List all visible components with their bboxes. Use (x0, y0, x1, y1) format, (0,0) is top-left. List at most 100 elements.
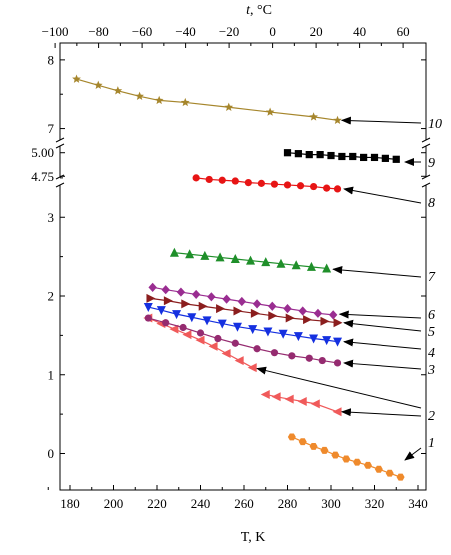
data-point (208, 341, 218, 351)
axis-break-mark (55, 174, 65, 180)
x-tick-label: 280 (278, 496, 298, 511)
data-point (284, 394, 294, 404)
top-tick-label: −80 (88, 24, 108, 39)
data-point (224, 102, 234, 111)
callout-arrow (343, 319, 422, 332)
y-tick-label: 4.75 (31, 169, 54, 184)
x-axis-ticks: 180 200 220 240 260 280 300 320 340 (47, 485, 428, 511)
series-callouts: 10 9 8 7 6 5 4 3 2 1 (256, 116, 442, 461)
data-point (113, 86, 123, 95)
data-point (338, 152, 346, 161)
data-point (244, 179, 252, 187)
series-number-label: 7 (428, 270, 436, 285)
data-point (332, 407, 342, 417)
data-point (370, 153, 379, 162)
data-point (333, 337, 343, 347)
plot-frame (59, 42, 427, 491)
callout-arrow (343, 338, 422, 350)
data-point (268, 301, 277, 311)
data-point (263, 327, 273, 337)
data-point (207, 292, 216, 302)
data-point (234, 356, 244, 366)
data-point (265, 107, 275, 116)
data-point (342, 455, 351, 463)
callout-arrow (332, 266, 422, 278)
data-point (374, 465, 383, 473)
data-point (221, 348, 231, 358)
x-tick-label: 200 (104, 496, 124, 511)
data-point (303, 315, 313, 325)
data-point (196, 329, 205, 337)
data-point (187, 313, 197, 323)
callout-arrow (343, 359, 422, 370)
data-point (154, 95, 164, 105)
series-7 (169, 247, 332, 273)
data-point (333, 115, 342, 125)
data-point (169, 247, 179, 257)
y-tick-label: 3 (48, 210, 55, 225)
data-point (198, 301, 208, 311)
series-number-label: 9 (428, 156, 435, 171)
data-point (162, 319, 170, 327)
axis-break-mark (421, 182, 431, 188)
data-point (385, 469, 394, 477)
axis-break-gap (422, 140, 430, 146)
series-2-b (260, 389, 342, 417)
callout-arrow (343, 186, 422, 204)
data-point (276, 258, 286, 268)
data-point (176, 287, 186, 297)
y-axis-breaks (55, 137, 431, 188)
axis-break-mark (55, 182, 65, 188)
data-point (297, 397, 307, 407)
data-point (310, 399, 320, 409)
callout-arrow (338, 310, 422, 319)
x-tick-label: 240 (191, 496, 211, 511)
data-point (323, 184, 331, 192)
top-tick-label: −20 (219, 24, 239, 39)
data-point (202, 316, 212, 326)
data-point (93, 80, 103, 90)
data-point (215, 252, 225, 262)
data-point (144, 314, 152, 322)
data-point (200, 250, 210, 260)
data-point (349, 152, 357, 161)
top-tick-label: −60 (132, 24, 152, 39)
top-tick-label: −40 (175, 24, 195, 39)
data-point (232, 322, 242, 332)
series-5 (146, 293, 343, 328)
data-point (246, 255, 256, 265)
x-axis-title: T, K (241, 530, 266, 545)
series-8 (192, 174, 342, 193)
series-number-label: 2 (428, 409, 435, 424)
series-number-label: 5 (428, 325, 435, 340)
data-point (260, 389, 270, 399)
x-tick-label: 320 (365, 496, 385, 511)
y-tick-label: 8 (48, 52, 55, 67)
data-point (309, 442, 318, 450)
data-point (363, 461, 372, 469)
data-point (195, 335, 205, 345)
data-point (291, 260, 301, 270)
data-point (261, 257, 271, 267)
top-tick-label: −100 (42, 24, 69, 39)
data-point (169, 324, 179, 334)
series-4 (143, 303, 343, 347)
series-number-label: 1 (428, 436, 435, 451)
axis-break-gap (56, 177, 64, 185)
data-point (148, 282, 157, 292)
data-point (328, 310, 338, 320)
data-point (161, 285, 170, 295)
data-point (233, 306, 243, 316)
data-point (135, 91, 144, 100)
data-point (214, 334, 222, 343)
data-point (283, 304, 292, 314)
axis-break-gap (422, 177, 430, 185)
data-point (250, 308, 260, 318)
data-point (270, 349, 279, 357)
data-point (218, 176, 226, 184)
data-point (270, 180, 279, 188)
data-point (278, 329, 288, 339)
series-line (76, 78, 338, 121)
data-point (296, 182, 305, 190)
